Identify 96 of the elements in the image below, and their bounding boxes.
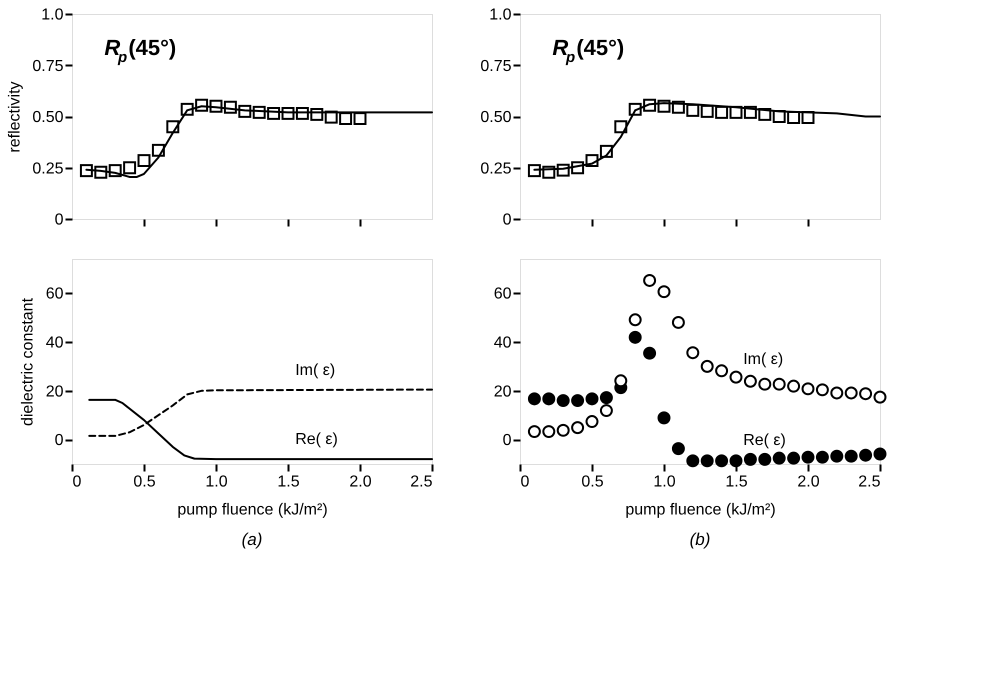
point — [643, 274, 656, 287]
text: (a) — [242, 530, 262, 549]
point — [830, 386, 844, 400]
point — [830, 450, 844, 463]
point — [643, 346, 656, 360]
point — [586, 392, 598, 406]
x-tick-label: 2.5 — [858, 474, 881, 490]
point — [528, 425, 541, 438]
point — [686, 346, 700, 360]
series-label: Re( ε) — [743, 432, 786, 450]
point — [787, 452, 800, 465]
y-tick-label: 0.75 — [480, 58, 512, 75]
point — [600, 391, 613, 404]
point — [715, 454, 728, 468]
point — [138, 154, 150, 168]
y-tick-label: 0.50 — [32, 109, 64, 126]
x-tick-label: 1.5 — [725, 474, 748, 490]
point — [571, 394, 584, 408]
point — [672, 442, 685, 456]
series-label: Im( ε) — [743, 351, 784, 368]
point — [686, 454, 700, 468]
x-tick-label: 0.5 — [581, 474, 604, 490]
point — [700, 454, 714, 468]
point — [686, 104, 700, 117]
point — [658, 411, 670, 424]
series-label: Re( ε) — [295, 431, 338, 448]
y-tick-label: 0.25 — [32, 160, 64, 178]
y-tick-label: 1.0 — [489, 6, 512, 24]
point — [600, 404, 613, 418]
point — [715, 106, 728, 119]
y-axis-title: dielectric constant — [20, 297, 37, 426]
x-tick-label: 1.5 — [277, 474, 300, 490]
x-tick-label: 1.0 — [653, 474, 676, 490]
point — [123, 161, 136, 174]
point — [816, 450, 829, 464]
point — [844, 450, 858, 463]
y-tick-label: 0 — [54, 212, 64, 228]
point — [744, 452, 757, 466]
point — [802, 450, 814, 464]
text: (b) — [690, 530, 710, 549]
y-tick-label: 40 — [494, 334, 512, 352]
y-tick-label: 60 — [494, 286, 512, 303]
point — [571, 421, 584, 434]
point — [816, 383, 829, 396]
y-tick-label: 0.50 — [480, 109, 512, 126]
point — [758, 378, 772, 391]
y-tick-label: 0 — [502, 432, 512, 450]
point — [859, 448, 872, 462]
x-tick-label: 0.5 — [133, 474, 156, 490]
y-tick-label: 0 — [502, 212, 512, 228]
series-label: Im( ε) — [295, 362, 336, 380]
point — [730, 454, 742, 468]
y-tick-label: 20 — [46, 383, 64, 400]
point — [672, 316, 685, 329]
point — [628, 330, 642, 344]
y-tick-label: 0.75 — [32, 58, 64, 75]
y-axis-title: reflectivity — [6, 81, 24, 153]
y-tick-label: 20 — [494, 383, 512, 400]
point — [586, 415, 598, 428]
y-tick-label: 1.0 — [41, 6, 64, 24]
y-tick-label: 60 — [46, 286, 64, 303]
y-tick-label: 0 — [54, 432, 64, 450]
point — [772, 378, 786, 391]
point — [874, 448, 886, 460]
point — [628, 313, 642, 326]
x-tick-label: 2.0 — [797, 474, 820, 490]
point — [859, 387, 872, 400]
x-tick-label: 2.0 — [349, 474, 372, 490]
y-tick-label: 40 — [46, 334, 64, 352]
point — [787, 380, 800, 393]
point — [874, 390, 886, 404]
point — [542, 425, 556, 438]
point — [658, 285, 670, 298]
point — [730, 370, 742, 384]
point — [744, 374, 757, 388]
x-tick-label: 2.5 — [410, 474, 433, 490]
point — [844, 386, 858, 400]
point — [542, 392, 556, 406]
point — [802, 382, 814, 396]
x-axis-title: pump fluence (kJ/m²) — [177, 502, 328, 518]
x-tick-label: 0 — [72, 474, 82, 490]
point — [700, 360, 714, 373]
x-tick-label: 1.0 — [205, 474, 228, 490]
point — [715, 364, 728, 378]
point — [700, 104, 714, 118]
point — [556, 424, 570, 437]
point — [556, 394, 570, 408]
point — [528, 392, 541, 406]
x-tick-label: 0 — [520, 474, 530, 490]
point — [758, 452, 772, 466]
y-tick-label: 0.25 — [480, 160, 512, 178]
point — [772, 452, 786, 465]
point — [354, 112, 366, 126]
point — [339, 112, 352, 126]
point — [614, 374, 628, 388]
x-axis-title: pump fluence (kJ/m²) — [625, 502, 776, 518]
